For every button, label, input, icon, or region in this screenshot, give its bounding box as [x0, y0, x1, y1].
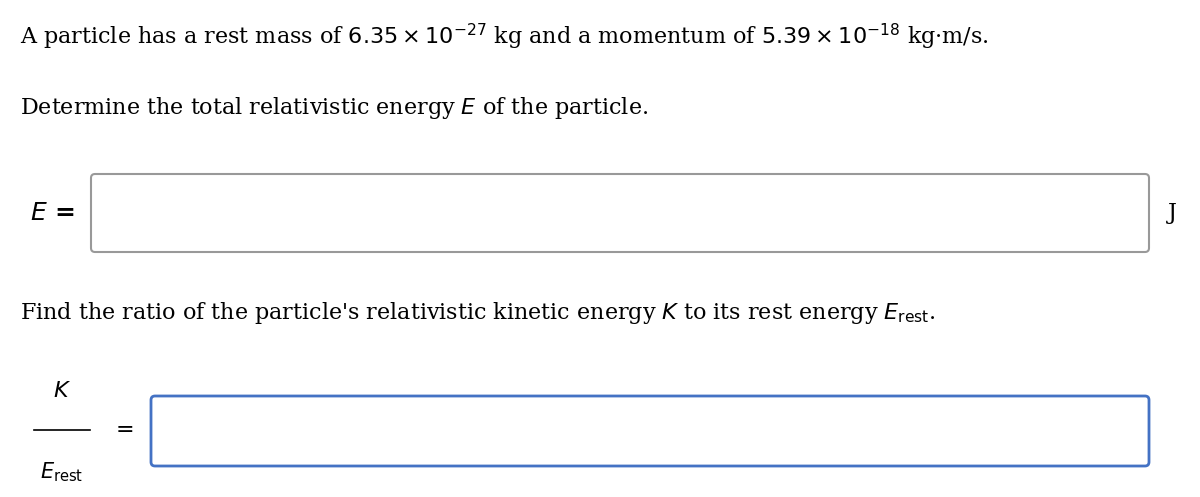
FancyBboxPatch shape [91, 174, 1150, 252]
Text: J: J [1168, 202, 1177, 224]
Text: Determine the total relativistic energy $E$ of the particle.: Determine the total relativistic energy … [20, 95, 648, 121]
Text: $E$ =: $E$ = [30, 201, 74, 225]
Text: $K$: $K$ [53, 380, 71, 402]
Text: A particle has a rest mass of $6.35 \times 10^{-27}$ kg and a momentum of $5.39 : A particle has a rest mass of $6.35 \tim… [20, 22, 989, 52]
Text: $E_{\mathrm{rest}}$: $E_{\mathrm{rest}}$ [41, 460, 84, 484]
FancyBboxPatch shape [151, 396, 1150, 466]
Text: =: = [115, 419, 134, 441]
Text: Find the ratio of the particle's relativistic kinetic energy $K$ to its rest ene: Find the ratio of the particle's relativ… [20, 300, 936, 326]
